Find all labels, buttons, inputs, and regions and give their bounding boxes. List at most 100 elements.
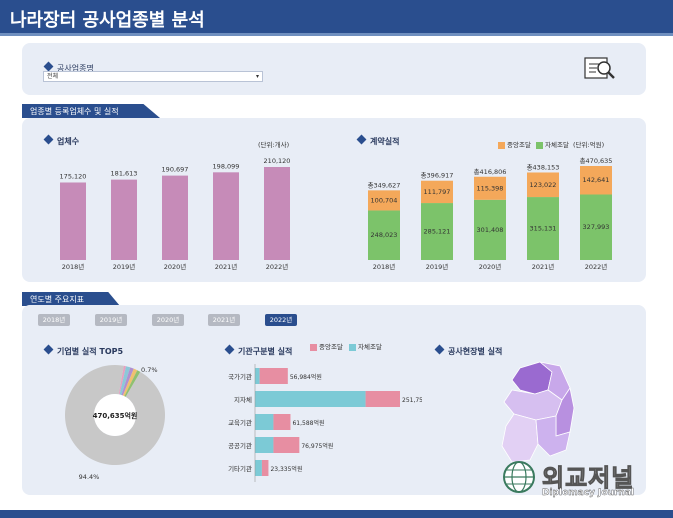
agency-central-bar[interactable] bbox=[273, 414, 291, 430]
year-button-2020[interactable]: 2020년 bbox=[152, 314, 184, 326]
diamond-icon bbox=[434, 344, 445, 355]
agency-category-label: 교육기관 bbox=[228, 418, 252, 427]
legend-self-label: 자체조달 bbox=[545, 141, 569, 149]
company-bar[interactable] bbox=[213, 172, 239, 260]
year-button-2022[interactable]: 2022년 bbox=[265, 314, 297, 326]
contract-x-tick: 2020년 bbox=[479, 262, 502, 271]
year-button-2018[interactable]: 2018년 bbox=[38, 314, 70, 326]
agency-self-bar[interactable] bbox=[255, 391, 366, 407]
pie-slice[interactable] bbox=[118, 365, 127, 395]
agency-title-wrap: 기관구분별 실적 bbox=[224, 339, 293, 358]
pie-slice[interactable] bbox=[121, 367, 134, 396]
contract-total-label: 총349,627 bbox=[368, 180, 401, 189]
pie-center-label: 470,635억원 bbox=[93, 411, 138, 420]
contract-self-label: 301,408 bbox=[477, 226, 504, 234]
contract-self-bar[interactable] bbox=[368, 210, 400, 260]
agency-title: 기관구분별 실적 bbox=[238, 347, 293, 356]
watermark-name: 외교저널 bbox=[541, 464, 635, 493]
contract-self-bar[interactable] bbox=[527, 197, 559, 260]
contracts-legend: 중앙조달 자체조달 (단위:억원) bbox=[498, 139, 604, 149]
company-bar-label: 198,099 bbox=[213, 162, 240, 170]
top5-pie-chart: 470,635억원 0.7% 94.4% bbox=[64, 365, 165, 481]
contract-total-label: 총438,153 bbox=[527, 162, 560, 171]
company-x-tick: 2021년 bbox=[215, 262, 238, 271]
section-tab-yearly: 연도별 주요지표 bbox=[22, 292, 120, 306]
contract-x-tick: 2021년 bbox=[532, 262, 555, 271]
contract-central-label: 142,641 bbox=[583, 176, 610, 184]
contract-total-label: 총396,917 bbox=[421, 171, 454, 180]
agency-central-bar[interactable] bbox=[273, 437, 300, 453]
pie-slice[interactable] bbox=[122, 368, 138, 397]
company-x-tick: 2018년 bbox=[62, 262, 85, 271]
contract-x-tick: 2022년 bbox=[585, 262, 608, 271]
diamond-icon bbox=[43, 61, 54, 72]
agency-total-label: 61,588억원 bbox=[292, 419, 324, 427]
company-bar[interactable] bbox=[264, 167, 290, 260]
contract-central-bar[interactable] bbox=[580, 166, 612, 195]
contracts-unit: (단위:억원) bbox=[573, 141, 605, 149]
agency-central-bar[interactable] bbox=[259, 368, 288, 384]
map-region-gyeongnam bbox=[535, 415, 571, 457]
contract-self-bar[interactable] bbox=[580, 194, 612, 260]
select-value: 전체 bbox=[47, 73, 59, 80]
filter-label-wrap: 공사업종명 bbox=[43, 56, 94, 75]
companies-bar-chart: 175,120 2018년 181,613 2019년 190,697 2020년 198,… bbox=[60, 157, 291, 271]
pie-slice[interactable] bbox=[119, 366, 131, 396]
company-bar-label: 210,120 bbox=[264, 157, 291, 165]
contract-central-bar[interactable] bbox=[421, 180, 453, 204]
legend-swatch-central bbox=[310, 343, 317, 351]
year-button-2019[interactable]: 2019년 bbox=[95, 314, 127, 326]
contract-self-bar[interactable] bbox=[474, 199, 506, 260]
pie-slice[interactable] bbox=[124, 370, 141, 397]
agency-self-bar[interactable] bbox=[255, 437, 274, 453]
agency-self-bar[interactable] bbox=[255, 460, 262, 476]
footer-bar bbox=[0, 510, 673, 518]
contract-self-bar[interactable] bbox=[421, 203, 453, 260]
legend-swatch-central bbox=[498, 141, 505, 149]
industry-select[interactable]: 전체 ▾ bbox=[43, 71, 263, 82]
contract-central-label: 100,704 bbox=[371, 196, 398, 204]
contract-self-label: 248,023 bbox=[371, 231, 398, 239]
agency-legend-central: 중앙조달 bbox=[319, 343, 343, 351]
contract-central-bar[interactable] bbox=[368, 190, 400, 211]
agency-total-label: 251,752억원 bbox=[402, 396, 422, 404]
pie-slice[interactable] bbox=[64, 365, 165, 465]
filter-panel bbox=[22, 43, 646, 95]
agency-category-label: 기타기관 bbox=[228, 464, 252, 473]
contract-central-label: 115,398 bbox=[477, 184, 504, 192]
agency-self-bar[interactable] bbox=[255, 414, 274, 430]
contract-x-tick: 2019년 bbox=[426, 262, 449, 271]
legend-central-label: 중앙조달 bbox=[507, 141, 531, 149]
diamond-icon bbox=[224, 344, 235, 355]
contract-central-bar[interactable] bbox=[527, 172, 559, 198]
agency-central-bar[interactable] bbox=[365, 391, 400, 407]
company-bar[interactable] bbox=[60, 182, 86, 260]
contract-central-label: 123,022 bbox=[530, 181, 557, 189]
agency-total-label: 56,984억원 bbox=[290, 373, 322, 381]
company-x-tick: 2020년 bbox=[164, 262, 187, 271]
contract-x-tick: 2018년 bbox=[373, 262, 396, 271]
search-document-icon[interactable] bbox=[582, 55, 616, 81]
company-bar[interactable] bbox=[162, 175, 188, 260]
agency-self-bar[interactable] bbox=[255, 368, 260, 384]
companies-title-wrap: 업체수 bbox=[43, 129, 79, 148]
page-title: 나라장터 공사업종별 분석 bbox=[10, 10, 205, 31]
contract-central-bar[interactable] bbox=[474, 176, 506, 200]
legend-swatch-self bbox=[536, 141, 543, 149]
top5-title: 기업별 실적 TOP5 bbox=[57, 347, 124, 356]
region-title-wrap: 공사현장별 실적 bbox=[434, 339, 502, 358]
company-bar[interactable] bbox=[111, 179, 137, 260]
diamond-icon bbox=[43, 134, 54, 145]
agency-central-bar[interactable] bbox=[261, 460, 269, 476]
agency-total-label: 76,975억원 bbox=[301, 442, 333, 450]
header-bar: 나라장터 공사업종별 분석 bbox=[0, 0, 673, 36]
companies-unit: (단위:개사) bbox=[258, 141, 290, 149]
chevron-down-icon: ▾ bbox=[255, 73, 259, 80]
korea-map[interactable] bbox=[490, 360, 580, 490]
year-button-2021[interactable]: 2021년 bbox=[208, 314, 240, 326]
agency-category-label: 지자체 bbox=[234, 395, 252, 404]
globe-logo-icon bbox=[503, 461, 535, 493]
company-bar-label: 190,697 bbox=[162, 166, 189, 174]
company-bar-label: 181,613 bbox=[111, 170, 138, 178]
